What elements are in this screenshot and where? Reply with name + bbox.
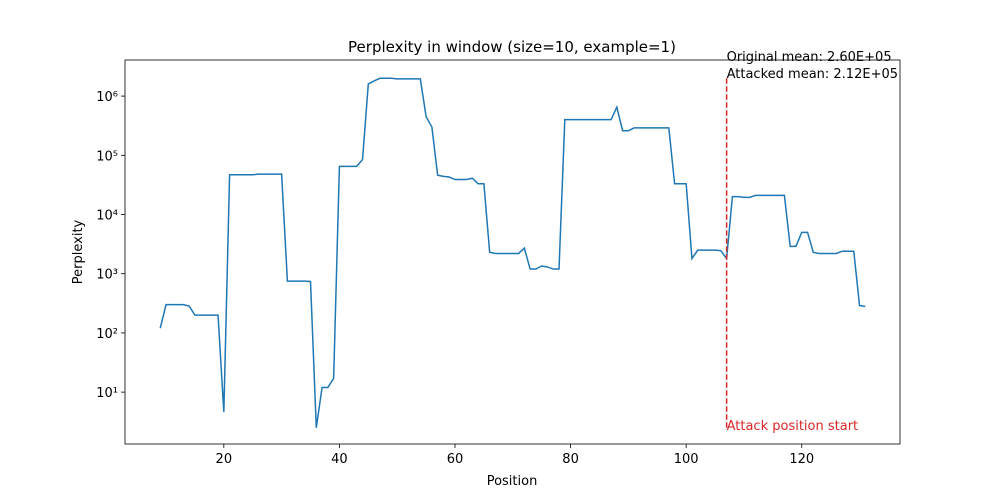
plot-frame	[124, 59, 901, 445]
x-tick-label: 20	[216, 452, 233, 467]
x-axis-label: Position	[487, 474, 538, 489]
annotation: Attack position start	[727, 419, 859, 434]
x-tick-label: 60	[447, 452, 464, 467]
y-tick-label: 10⁶	[96, 90, 118, 105]
y-tick-label: 10¹	[96, 386, 118, 401]
x-tick-label: 120	[789, 452, 814, 467]
y-tick-label: 10²	[96, 327, 118, 342]
x-tick-label: 40	[331, 452, 348, 467]
y-tick-label: 10⁵	[96, 149, 118, 164]
y-tick-label: 10³	[96, 268, 118, 283]
x-tick-label: 80	[562, 452, 579, 467]
data-line	[159, 77, 866, 428]
y-tick-label: 10⁴	[96, 209, 118, 224]
annotation: Original mean: 2.60E+05	[727, 50, 892, 65]
y-axis-label: Perplexity	[71, 219, 86, 284]
annotation: Attacked mean: 2.12E+05	[727, 67, 898, 82]
chart-title: Perplexity in window (size=10, example=1…	[348, 38, 676, 56]
x-tick-label: 100	[674, 452, 699, 467]
